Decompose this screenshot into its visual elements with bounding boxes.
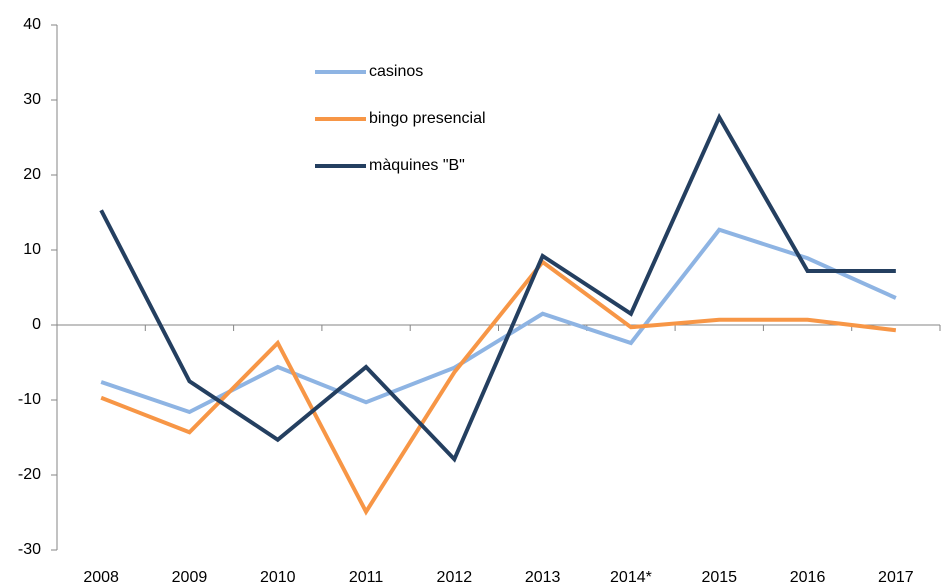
y-tick-label: 40 <box>23 16 41 33</box>
x-tick-label: 2017 <box>878 569 914 586</box>
x-tick-label: 2015 <box>701 569 737 586</box>
y-tick-label: -30 <box>18 541 41 558</box>
y-tick-label: 0 <box>32 316 41 333</box>
x-tick-label: 2013 <box>525 569 561 586</box>
series-line <box>100 259 897 516</box>
x-tick-label: 2010 <box>260 569 296 586</box>
legend-label: bingo presencial <box>369 110 486 127</box>
series-line <box>99 112 896 463</box>
y-tick-label: 20 <box>23 166 41 183</box>
x-tick-label: 2009 <box>172 569 208 586</box>
x-tick-label: 2011 <box>349 569 384 586</box>
y-tick-label: 10 <box>23 241 41 258</box>
x-tick-label: 2012 <box>437 569 473 586</box>
x-tick-label: 2008 <box>83 569 119 586</box>
x-tick-label: 2016 <box>790 569 826 586</box>
x-tick-label: 2014* <box>610 569 652 586</box>
legend-label: màquines "B" <box>369 157 465 174</box>
y-tick-label: 30 <box>23 91 41 108</box>
y-tick-label: -20 <box>18 466 41 483</box>
legend-label: casinos <box>369 63 423 80</box>
y-tick-label: -10 <box>18 391 41 408</box>
